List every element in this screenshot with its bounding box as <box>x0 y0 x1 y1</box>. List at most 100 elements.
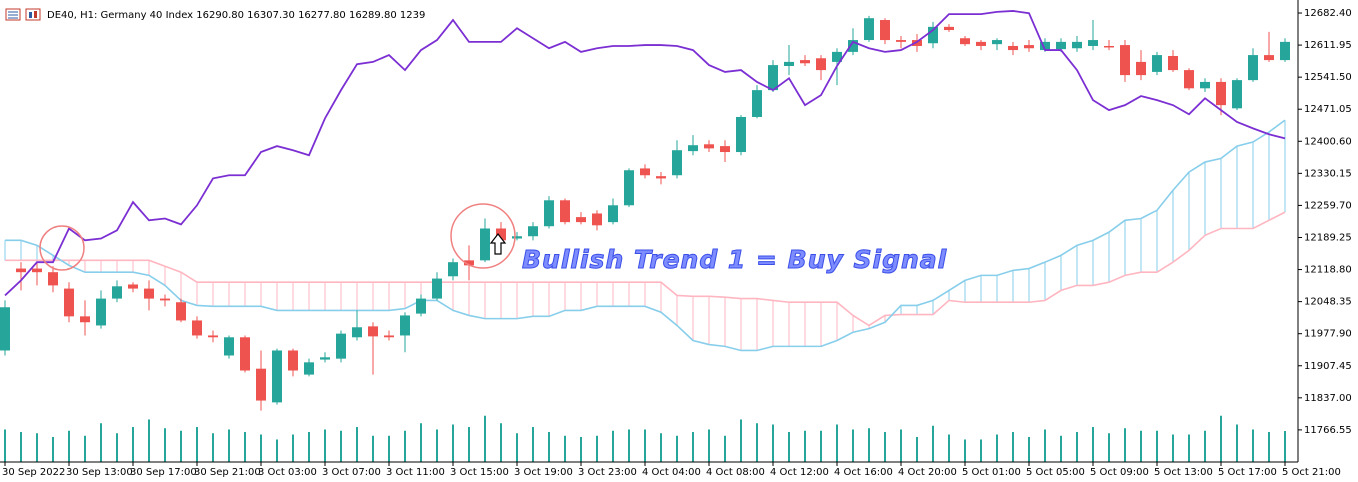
candle-body <box>1200 81 1210 89</box>
volume-bar <box>884 432 886 462</box>
candle-body <box>960 38 970 45</box>
candle-body <box>1024 45 1034 49</box>
volume-bar <box>724 435 726 462</box>
volume-bar <box>340 430 342 462</box>
y-tick-label: 11837.00 <box>1304 393 1352 404</box>
candle-body <box>432 278 442 299</box>
x-tick-label: 4 Oct 12:00 <box>770 467 829 478</box>
y-tick-label: 12611.95 <box>1304 40 1352 51</box>
volume-bar <box>1060 435 1062 462</box>
candle-body <box>1104 45 1114 48</box>
volume-bar <box>1236 424 1238 462</box>
volume-bar <box>148 419 150 462</box>
volume-bar <box>4 429 6 462</box>
volume-bar <box>244 432 246 462</box>
volume-bar <box>1252 429 1254 462</box>
volume-bar <box>324 429 326 462</box>
candle-body <box>656 176 666 179</box>
senkou-b-line <box>5 119 1286 352</box>
candle-body <box>224 337 234 356</box>
x-tick-label: 3 Oct 15:00 <box>450 467 509 478</box>
candle-body <box>816 58 826 71</box>
y-tick-label: 11907.45 <box>1304 361 1352 372</box>
candle-body <box>624 170 634 206</box>
volume-bar <box>596 435 598 462</box>
x-tick-label: 4 Oct 20:00 <box>898 467 957 478</box>
volume-bar <box>676 435 678 462</box>
candle-body <box>992 40 1002 45</box>
volume-bar <box>644 429 646 462</box>
candle-body <box>496 228 506 241</box>
volume-bar <box>516 433 518 462</box>
candle-body <box>272 350 282 403</box>
candle-body <box>528 226 538 237</box>
candle-body <box>1248 55 1258 81</box>
candle-body <box>560 200 570 223</box>
lagging-line <box>4 10 1286 297</box>
volume-bar <box>1076 432 1078 462</box>
volume-bar <box>100 423 102 462</box>
candle-body <box>448 262 458 277</box>
volume-bar <box>532 427 534 462</box>
volume-bar <box>196 427 198 462</box>
x-tick-label: 4 Oct 08:00 <box>706 467 765 478</box>
volume-bar <box>276 439 278 462</box>
x-tick-label: 30 Sep 17:00 <box>130 467 197 478</box>
volume-bar <box>372 435 374 462</box>
volume-bar <box>1156 430 1158 462</box>
y-tick-label: 12330.15 <box>1304 168 1352 179</box>
volume-bar <box>260 434 262 462</box>
candle-body <box>352 327 362 338</box>
volume-bar <box>52 437 54 462</box>
chart-title: DE40, H1: Germany 40 Index 16290.80 1630… <box>47 10 425 21</box>
volume-bar <box>916 437 918 462</box>
annotation: Bullish Trend 1 = Buy Signal <box>522 245 947 274</box>
volume-bar <box>36 433 38 462</box>
y-tick-label: 12682.40 <box>1304 8 1352 19</box>
candle-body <box>704 144 714 149</box>
candle-body <box>1232 80 1242 109</box>
candle-body <box>896 40 906 42</box>
candle-body <box>576 217 586 223</box>
candle-body <box>1088 40 1098 46</box>
candle-body <box>1136 61 1146 76</box>
candle-body <box>288 350 298 371</box>
volume-bar <box>1188 434 1190 462</box>
x-tick-label: 30 Sep 13:00 <box>66 467 133 478</box>
x-tick-label: 30 Sep 2022 <box>2 467 65 478</box>
candle-body <box>1216 81 1226 106</box>
volume-bar <box>116 433 118 462</box>
x-tick-label: 3 Oct 03:00 <box>258 467 317 478</box>
y-tick-label: 12048.35 <box>1304 297 1352 308</box>
x-tick-label: 3 Oct 07:00 <box>322 467 381 478</box>
volume-bar <box>212 433 214 462</box>
header-icons <box>5 8 41 21</box>
volume-bar <box>964 439 966 462</box>
candle-body <box>864 18 874 41</box>
volume-bar <box>1204 430 1206 462</box>
y-tick-label: 11766.55 <box>1304 425 1352 436</box>
candle-body <box>0 307 10 351</box>
volume-bar <box>756 423 758 462</box>
volume-bar <box>980 439 982 462</box>
candle-body <box>336 333 346 359</box>
volume-bar <box>1092 427 1094 462</box>
volume-bar <box>660 433 662 462</box>
volume-bar <box>820 430 822 462</box>
volume-bar <box>564 435 566 462</box>
candle-body <box>1040 41 1050 51</box>
volume-bar <box>228 429 230 462</box>
candle-body <box>368 326 378 337</box>
x-tick-label: 4 Oct 16:00 <box>834 467 893 478</box>
volume-bar <box>836 424 838 462</box>
volume-bar <box>68 430 70 462</box>
volume-bar <box>740 419 742 462</box>
volume-bar <box>948 434 950 462</box>
y-tick-label: 12189.25 <box>1304 232 1352 243</box>
volume-bar <box>580 437 582 462</box>
volume-bar <box>420 423 422 462</box>
y-tick-label: 11977.90 <box>1304 329 1352 340</box>
candle-body <box>112 286 122 299</box>
volume-bar <box>292 434 294 462</box>
y-tick-label: 12400.60 <box>1304 136 1352 147</box>
